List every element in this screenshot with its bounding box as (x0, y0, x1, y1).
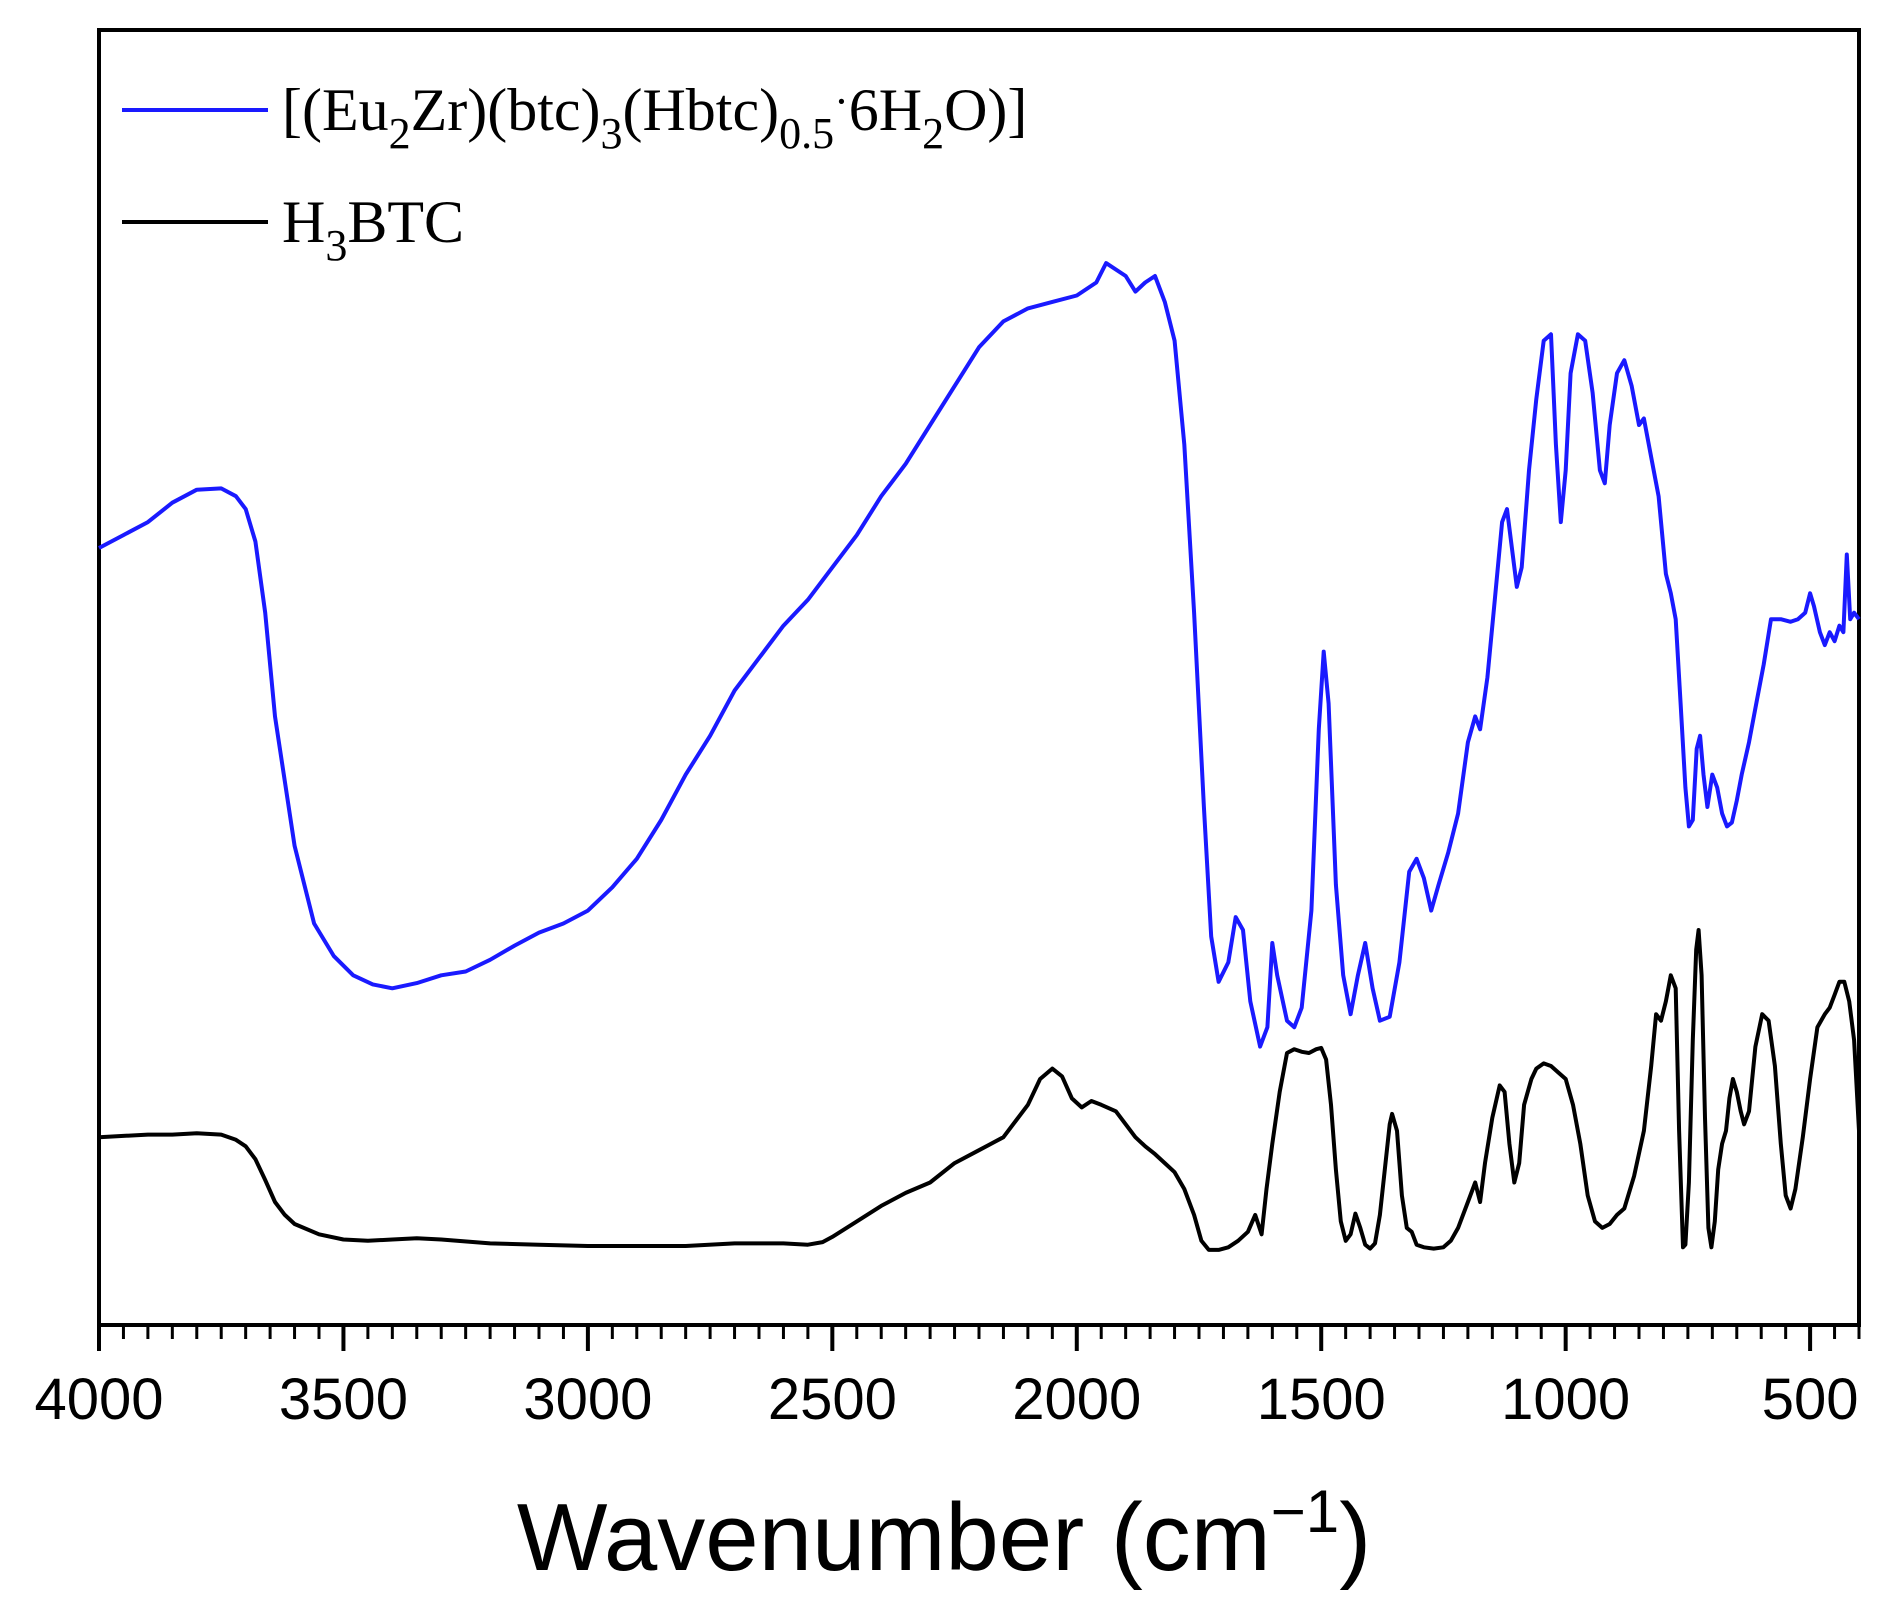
x-tick-label: 4000 (34, 1367, 163, 1432)
legend: [(Eu2Zr)(btc)3(Hbtc)0.5·6H2O)]H3BTC (122, 77, 1027, 270)
legend-label-part: O)] (944, 77, 1027, 143)
legend-label-part: BTC (347, 189, 464, 255)
legend-label: H3BTC (282, 189, 464, 270)
legend-label-part: 3 (325, 221, 347, 270)
legend-label-part: [(Eu (282, 77, 389, 143)
x-tick-label: 3000 (523, 1367, 652, 1432)
x-axis-title-main: Wavenumber (cm (517, 1484, 1271, 1591)
x-axis-title-close: ) (1339, 1484, 1371, 1591)
legend-label-part: 6H (849, 77, 922, 143)
x-tick-label: 1000 (1501, 1367, 1630, 1432)
x-tick-label: 1500 (1257, 1367, 1386, 1432)
legend-label-part: (Hbtc) (623, 77, 780, 143)
legend-label-part: 2 (922, 109, 944, 158)
x-tick-label: 500 (1762, 1367, 1859, 1432)
x-axis-ticks: 4000 3500 3000 2500 2000 1500 1000 500 (34, 1325, 1861, 1432)
series-line-h3btc (98, 928, 1861, 1252)
series-lines (98, 261, 1861, 1252)
legend-label-part: · (834, 77, 849, 126)
legend-label-part: H (282, 189, 325, 255)
x-axis-title: Wavenumber (cm−1) (517, 1478, 1371, 1591)
legend-label-part: 2 (389, 109, 411, 158)
legend-label-part: 0.5 (779, 109, 834, 158)
legend-label: [(Eu2Zr)(btc)3(Hbtc)0.5·6H2O)] (282, 77, 1027, 158)
legend-label-part: Zr)(btc) (411, 77, 601, 143)
x-tick-label: 2000 (1012, 1367, 1141, 1432)
x-axis-title-superscript: −1 (1271, 1478, 1339, 1545)
legend-label-part: 3 (601, 109, 623, 158)
x-tick-label: 3500 (279, 1367, 408, 1432)
series-line-eu2zr-complex (98, 261, 1861, 1049)
x-tick-label: 2500 (768, 1367, 897, 1432)
